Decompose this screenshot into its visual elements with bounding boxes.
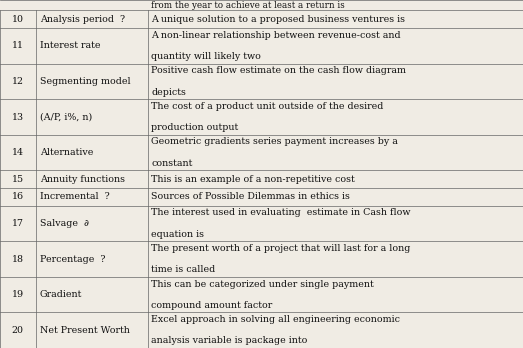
Bar bbox=[0, 242, 523, 277]
Bar bbox=[0, 10, 523, 28]
Text: time is called: time is called bbox=[151, 265, 215, 274]
Text: Incremental  ?: Incremental ? bbox=[40, 192, 109, 201]
Text: 17: 17 bbox=[12, 219, 24, 228]
Text: Segmenting model: Segmenting model bbox=[40, 77, 130, 86]
Text: Sources of Possible Dilemmas in ethics is: Sources of Possible Dilemmas in ethics i… bbox=[151, 192, 350, 201]
Text: analysis variable is package into: analysis variable is package into bbox=[151, 337, 308, 346]
Text: This can be categorized under single payment: This can be categorized under single pay… bbox=[151, 279, 374, 288]
Text: from the year to achieve at least a return is: from the year to achieve at least a retu… bbox=[151, 1, 345, 10]
Text: Geometric gradients series payment increases by a: Geometric gradients series payment incre… bbox=[151, 137, 398, 147]
Bar bbox=[0, 135, 523, 170]
Text: The cost of a product unit outside of the desired: The cost of a product unit outside of th… bbox=[151, 102, 383, 111]
Text: 13: 13 bbox=[12, 112, 24, 121]
Bar bbox=[0, 188, 523, 206]
Text: 14: 14 bbox=[12, 148, 24, 157]
Text: Positive cash flow estimate on the cash flow diagram: Positive cash flow estimate on the cash … bbox=[151, 66, 406, 76]
Text: compound amount factor: compound amount factor bbox=[151, 301, 272, 310]
Text: equation is: equation is bbox=[151, 230, 204, 239]
Text: quantity will likely two: quantity will likely two bbox=[151, 52, 261, 61]
Text: The interest used in evaluating  estimate in Cash flow: The interest used in evaluating estimate… bbox=[151, 208, 411, 218]
Text: 10: 10 bbox=[12, 15, 24, 24]
Bar bbox=[0, 28, 523, 64]
Text: (A/P, i%, n): (A/P, i%, n) bbox=[40, 112, 92, 121]
Text: A unique solution to a proposed business ventures is: A unique solution to a proposed business… bbox=[151, 15, 405, 24]
Text: 15: 15 bbox=[12, 175, 24, 184]
Text: 18: 18 bbox=[12, 255, 24, 264]
Text: Annuity functions: Annuity functions bbox=[40, 175, 125, 184]
Bar bbox=[0, 277, 523, 313]
Text: A non-linear relationship between revenue-cost and: A non-linear relationship between revenu… bbox=[151, 31, 401, 40]
Bar bbox=[0, 64, 523, 99]
Bar bbox=[0, 313, 523, 348]
Bar bbox=[0, 170, 523, 188]
Text: Percentage  ?: Percentage ? bbox=[40, 255, 105, 264]
Text: 12: 12 bbox=[12, 77, 24, 86]
Text: depicts: depicts bbox=[151, 88, 186, 97]
Text: 20: 20 bbox=[12, 326, 24, 335]
Text: 11: 11 bbox=[12, 41, 24, 50]
Text: This is an example of a non-repetitive cost: This is an example of a non-repetitive c… bbox=[151, 175, 355, 184]
Text: Net Present Worth: Net Present Worth bbox=[40, 326, 130, 335]
Text: Gradient: Gradient bbox=[40, 290, 82, 299]
Text: 19: 19 bbox=[12, 290, 24, 299]
Bar bbox=[0, 99, 523, 135]
Bar bbox=[0, 206, 523, 242]
Text: Alternative: Alternative bbox=[40, 148, 93, 157]
Text: Excel approach in solving all engineering economic: Excel approach in solving all engineerin… bbox=[151, 315, 400, 324]
Text: constant: constant bbox=[151, 159, 192, 168]
Bar bbox=[0, 0, 523, 10]
Text: 16: 16 bbox=[12, 192, 24, 201]
Text: Salvage  ∂: Salvage ∂ bbox=[40, 219, 88, 228]
Text: production output: production output bbox=[151, 123, 238, 132]
Text: Analysis period  ?: Analysis period ? bbox=[40, 15, 125, 24]
Text: The present worth of a project that will last for a long: The present worth of a project that will… bbox=[151, 244, 411, 253]
Text: Interest rate: Interest rate bbox=[40, 41, 100, 50]
